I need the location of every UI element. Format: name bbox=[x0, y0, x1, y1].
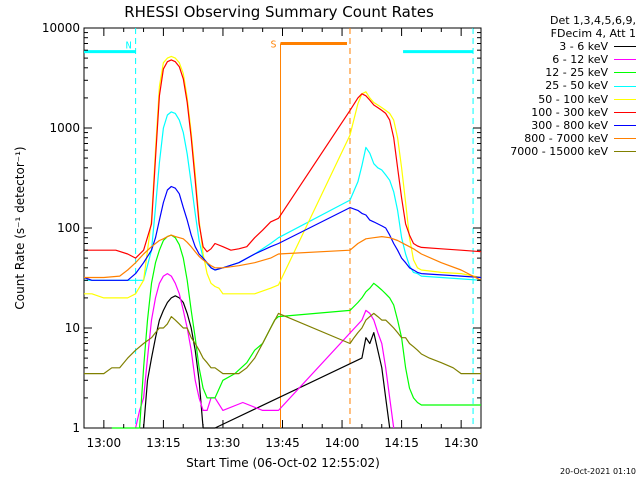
series-line-3 bbox=[84, 111, 482, 281]
generated-timestamp: 20-Oct-2021 01:10 bbox=[560, 467, 636, 476]
legend-entry: 100 - 300 keV bbox=[478, 106, 636, 119]
legend-entry: 3 - 6 keV bbox=[478, 40, 636, 53]
x-tick-label: 13:15 bbox=[146, 436, 181, 450]
series-line-0 bbox=[143, 295, 391, 429]
series-line-1 bbox=[135, 273, 395, 429]
legend: Det 1,3,4,5,6,9, FDecim 4, Att 1 3 - 6 k… bbox=[478, 14, 636, 158]
legend-swatch bbox=[614, 59, 636, 61]
y-tick-label: 1000 bbox=[49, 121, 80, 135]
series-line-7 bbox=[84, 234, 482, 281]
x-axis-label: Start Time (06-Oct-02 12:55:02) bbox=[186, 456, 380, 470]
legend-label: 25 - 50 keV bbox=[545, 79, 608, 93]
legend-header-attenuator: FDecim 4, Att 1 bbox=[550, 27, 636, 41]
legend-label: 3 - 6 keV bbox=[559, 40, 608, 54]
x-tick-label: 13:45 bbox=[265, 436, 300, 450]
legend-swatch bbox=[614, 85, 636, 87]
legend-swatch bbox=[614, 137, 636, 139]
legend-swatch bbox=[614, 150, 636, 152]
x-tick-label: 14:30 bbox=[444, 436, 479, 450]
legend-entry: 6 - 12 keV bbox=[478, 53, 636, 66]
y-axis-label: Count Rate (s⁻¹ detector⁻¹) bbox=[13, 146, 27, 309]
legend-entry: 800 - 7000 keV bbox=[478, 132, 636, 145]
series-line-5 bbox=[84, 59, 482, 259]
x-tick-label: 14:15 bbox=[384, 436, 419, 450]
legend-label: 12 - 25 keV bbox=[545, 66, 608, 80]
y-tick-label: 1 bbox=[72, 421, 80, 435]
legend-swatch bbox=[614, 111, 636, 113]
axes: 1 10 100 1000 10000 13:00 13:15 13:30 13:45 14:00… bbox=[42, 21, 482, 450]
legend-label: 800 - 7000 keV bbox=[524, 131, 608, 145]
legend-header-detectors: Det 1,3,4,5,6,9, bbox=[549, 14, 636, 27]
legend-entry: 7000 - 15000 keV bbox=[478, 145, 636, 158]
legend-label: 7000 - 15000 keV bbox=[510, 144, 608, 158]
legend-swatch bbox=[614, 124, 636, 126]
y-tick-label: 100 bbox=[57, 221, 80, 235]
y-tick-label: 10000 bbox=[42, 21, 80, 35]
x-tick-label: 13:30 bbox=[206, 436, 241, 450]
series-group bbox=[83, 55, 482, 429]
legend-swatch bbox=[614, 98, 636, 100]
legend-swatch bbox=[614, 72, 636, 74]
legend-label: 6 - 12 keV bbox=[552, 53, 608, 67]
legend-label: 50 - 100 keV bbox=[538, 92, 608, 106]
legend-entry: 50 - 100 keV bbox=[478, 93, 636, 106]
y-tick-label: 10 bbox=[65, 321, 80, 335]
series-line-2 bbox=[111, 234, 481, 429]
series-line-8 bbox=[84, 312, 481, 375]
legend-label: 100 - 300 keV bbox=[531, 105, 608, 119]
chart-title: RHESSI Observing Summary Count Rates bbox=[124, 3, 434, 21]
saa-label: S bbox=[270, 39, 276, 50]
legend-entry: 12 - 25 keV bbox=[478, 66, 636, 79]
legend-label: 300 - 800 keV bbox=[531, 118, 608, 132]
legend-entry: 25 - 50 keV bbox=[478, 79, 636, 92]
legend-entry: 300 - 800 keV bbox=[478, 119, 636, 132]
series-line-6 bbox=[83, 185, 482, 281]
legend-swatch bbox=[614, 46, 636, 48]
x-tick-label: 14:00 bbox=[325, 436, 360, 450]
night-label: N bbox=[126, 41, 132, 52]
x-tick-label: 13:00 bbox=[87, 436, 122, 450]
